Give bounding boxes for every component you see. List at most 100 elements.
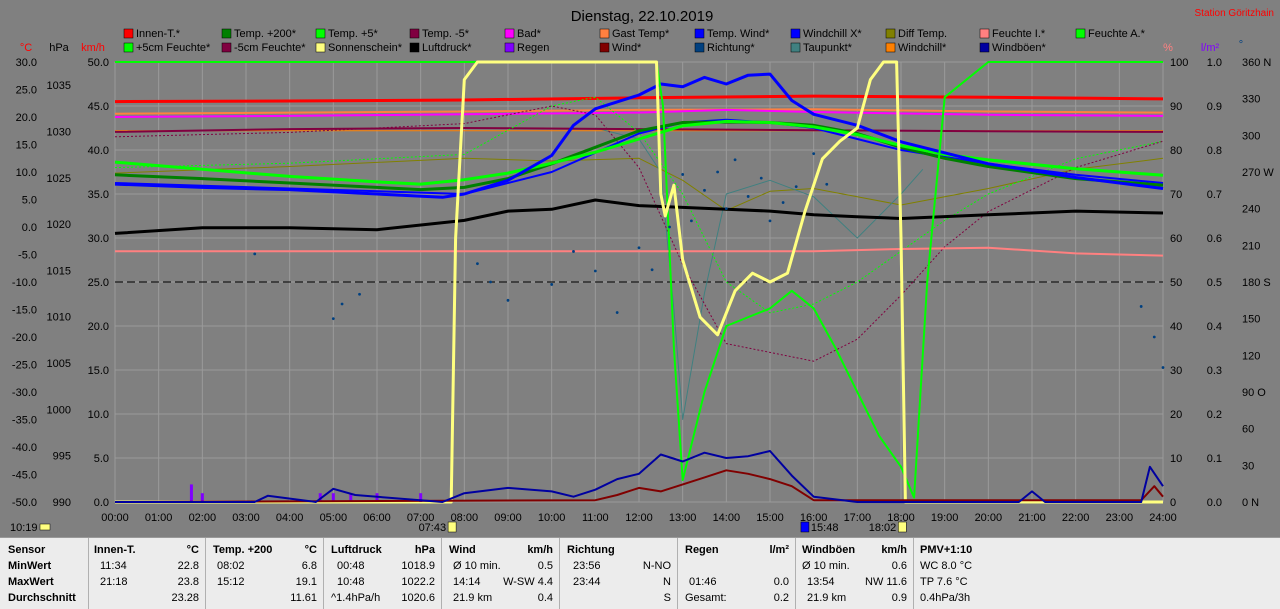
temp200-max-time: 15:12 — [217, 576, 245, 588]
series-luftdruck — [114, 198, 1164, 235]
celsius-tick: -5.0 — [18, 250, 37, 262]
time-tick: 07:00 — [407, 512, 435, 524]
direction-point — [781, 201, 785, 204]
legend-label: Gast Temp* — [612, 28, 670, 40]
kmh-tick: 0.0 — [94, 497, 109, 509]
direction-point — [733, 158, 737, 162]
legend-label: -5cm Feuchte* — [234, 42, 306, 54]
hpa-tick: 990 — [53, 497, 71, 509]
direction-tick: 300 — [1242, 130, 1260, 142]
series-temp-5 — [114, 127, 1164, 133]
celsius-tick: 20.0 — [16, 112, 37, 124]
celsius-tick: -20.0 — [12, 332, 37, 344]
celsius-tick: -15.0 — [12, 305, 37, 317]
time-tick: 11:00 — [582, 512, 609, 524]
percent-tick: 30 — [1170, 365, 1182, 377]
direction-point — [759, 176, 763, 180]
direction-tick: 90 O — [1242, 387, 1266, 399]
rain-tick: 0.6 — [1207, 233, 1222, 245]
legend-swatch — [790, 42, 801, 53]
rain-tick: 0.7 — [1207, 189, 1222, 201]
richtung-r2a: 23:44 — [573, 576, 601, 588]
temp200-unit: °C — [304, 544, 317, 556]
sun-marker-icon — [39, 523, 51, 531]
series-diff-temp — [114, 157, 1164, 211]
legend-swatch — [694, 42, 705, 53]
direction-tick: 270 W — [1242, 167, 1274, 179]
percent-tick: 60 — [1170, 233, 1182, 245]
series-sonnenschein — [115, 60, 1163, 504]
stats-regen: Regen l/m² 01:46 0.0 Gesamt: 0.2 — [677, 538, 796, 609]
stats-table: Sensor MinWert MaxWert Durchschnitt Inne… — [0, 537, 1280, 609]
windboen-unit: km/h — [881, 544, 907, 556]
celsius-tick: 5.0 — [22, 195, 37, 207]
legend-swatch — [409, 28, 420, 39]
time-tick: 18:00 — [887, 512, 915, 524]
direction-point — [650, 268, 654, 272]
legend-item: Taupunkt* — [790, 42, 853, 54]
legend-item: Richtung* — [694, 42, 755, 54]
regen-title: Regen — [685, 544, 719, 556]
series-temp-wind — [114, 72, 1164, 199]
direction-tick: 330 — [1242, 94, 1260, 106]
direction-tick: 240 — [1242, 204, 1260, 216]
percent-tick: 20 — [1170, 409, 1182, 421]
percent-tick: 40 — [1170, 321, 1182, 333]
wind-r3b: 0.4 — [537, 592, 553, 604]
legend: Innen-T.* Temp. +200* Temp. +5* Temp. -5* Ba… — [123, 28, 1146, 54]
regen-r2b: 0.0 — [773, 576, 789, 588]
chart-series — [114, 60, 1165, 504]
direction-point — [615, 311, 619, 314]
legend-swatch — [694, 28, 705, 39]
hpa-tick: 1020 — [47, 219, 71, 231]
rain-unit-label: l/m² — [1201, 42, 1220, 54]
direction-tick: 180 S — [1242, 277, 1271, 289]
stats-pmv: PMV+1:10 WC 8.0 °C TP 7.6 °C 0.4hPa/3h — [913, 538, 1063, 609]
legend-swatch — [409, 42, 420, 53]
chart-title: Dienstag, 22.10.2019 — [571, 8, 714, 25]
stats-row-labels: Sensor MinWert MaxWert Durchschnitt — [0, 538, 89, 609]
sun-marker-label: 10:19 — [10, 522, 38, 534]
legend-item: Temp. -5* — [409, 28, 470, 40]
legend-item: Luftdruck* — [409, 42, 472, 54]
luftdruck-min-time: 00:48 — [337, 560, 365, 572]
temp200-title: Temp. +200 — [213, 544, 273, 556]
legend-label: Bad* — [517, 28, 542, 40]
legend-item: Temp. Wind* — [694, 28, 770, 40]
direction-point — [476, 262, 479, 266]
wind-r3a: 21.9 km — [453, 592, 493, 604]
series-bad — [114, 108, 1164, 118]
series-windböen — [115, 450, 1164, 503]
kmh-tick: 50.0 — [88, 57, 109, 69]
legend-swatch — [979, 42, 990, 53]
rain-tick: 0.1 — [1207, 453, 1222, 465]
direction-point — [331, 317, 335, 321]
legend-label: Windböen* — [992, 42, 1047, 54]
rain-bar — [419, 493, 423, 502]
percent-unit-label: % — [1163, 42, 1173, 54]
kmh-tick: 10.0 — [88, 409, 109, 421]
innen-title: Innen-T. — [94, 544, 136, 556]
direction-point — [690, 219, 693, 223]
stats-windboen: Windböen km/h Ø 10 min. 0.6 13:54 NW 11.6 2… — [795, 538, 914, 609]
kmh-unit-label: km/h — [81, 42, 105, 54]
time-tick: 22:00 — [1062, 512, 1090, 524]
sun-marker: 18:02 — [869, 521, 907, 534]
legend-label: Temp. +200* — [234, 28, 297, 40]
direction-point — [506, 298, 510, 302]
direction-point — [703, 188, 706, 192]
windboen-r3b: 0.9 — [891, 592, 907, 604]
series-taupunkt — [595, 127, 924, 420]
sun-marker: 07:43 — [419, 521, 457, 534]
rain-bar — [331, 493, 335, 502]
luftdruck-avg: 1020.6 — [401, 592, 435, 604]
legend-label: Feuchte I.* — [992, 28, 1046, 40]
luftdruck-max-time: 10:48 — [337, 576, 365, 588]
legend-label: +5cm Feuchte* — [136, 42, 211, 54]
direction-point — [340, 302, 344, 306]
direction-point — [489, 280, 492, 284]
rain-tick: 0.5 — [1207, 277, 1222, 289]
weather-chart: Dienstag, 22.10.2019 Station Göritzhain … — [10, 8, 1274, 534]
direction-point — [637, 246, 641, 250]
time-tick: 09:00 — [494, 512, 522, 524]
